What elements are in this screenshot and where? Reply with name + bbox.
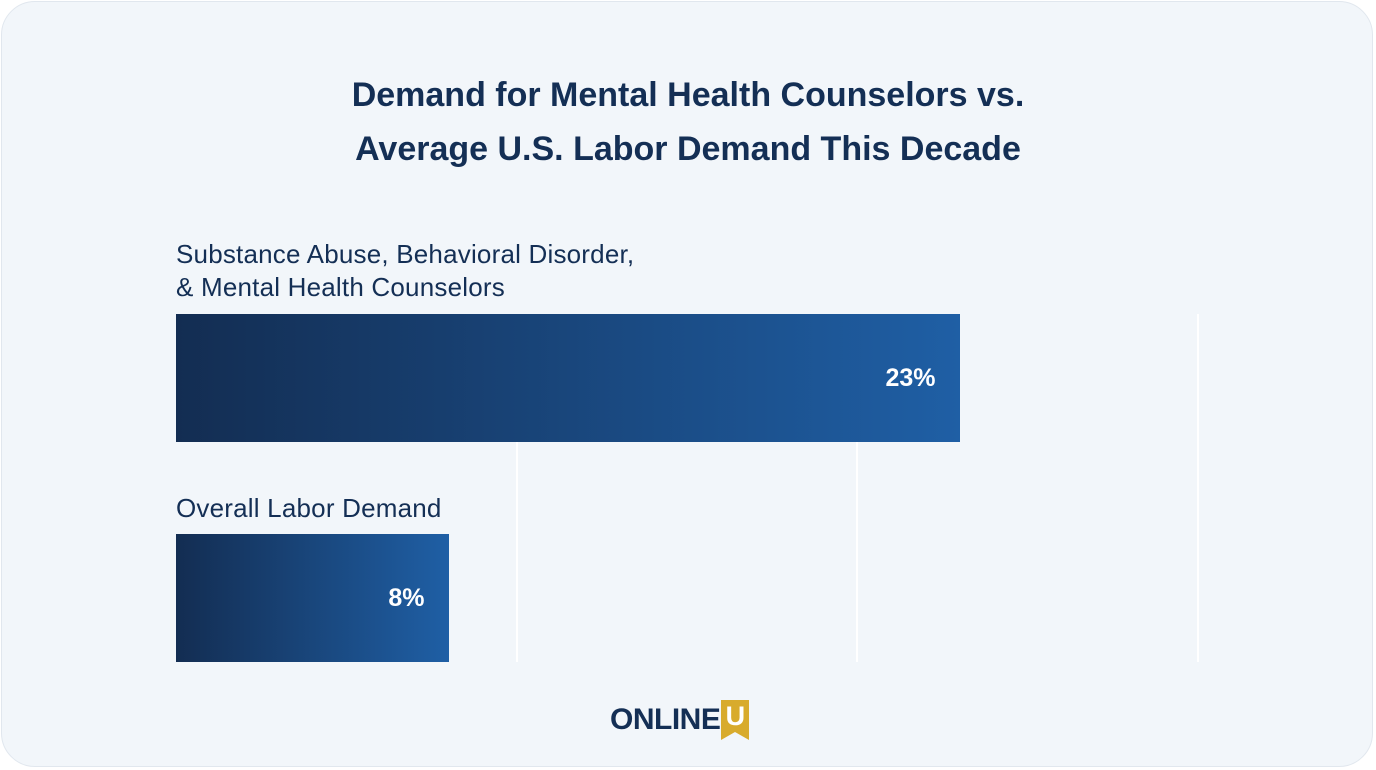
category-label-1-line-2: & Mental Health Counselors — [176, 272, 505, 302]
gridline-20 — [856, 314, 859, 662]
bar-2: 8% — [176, 534, 449, 662]
logo-u-letter: U — [725, 701, 746, 731]
bar-value-label-1: 23% — [885, 364, 936, 392]
onlineu-logo: ONLINE U — [610, 700, 750, 740]
chart-title: Demand for Mental Health Counselors vs. … — [0, 68, 1376, 176]
category-label-2-line-1: Overall Labor Demand — [176, 493, 442, 523]
category-label-1-line-1: Substance Abuse, Behavioral Disorder, — [176, 239, 635, 269]
gridline-10 — [515, 314, 518, 662]
gridline-30 — [1197, 314, 1199, 662]
logo-text: ONLINE — [610, 703, 721, 736]
logo-u-badge-icon: U — [721, 700, 750, 740]
chart-title-line-2: Average U.S. Labor Demand This Decade — [355, 130, 1021, 168]
bar-1: 23% — [176, 314, 960, 442]
chart-title-line-1: Demand for Mental Health Counselors vs. — [351, 76, 1025, 114]
category-label-2: Overall Labor Demand — [176, 492, 442, 525]
bar-value-label-2: 8% — [388, 584, 425, 612]
category-label-1: Substance Abuse, Behavioral Disorder, & M… — [176, 238, 634, 304]
